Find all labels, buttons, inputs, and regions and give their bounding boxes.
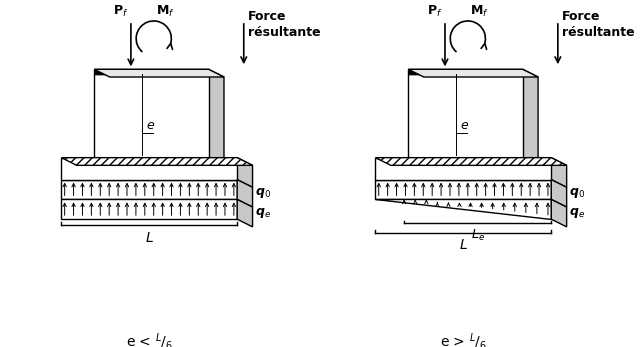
Text: q$_0$: q$_0$ — [255, 186, 271, 200]
Bar — [62, 180, 237, 200]
Text: e: e — [460, 119, 468, 133]
Polygon shape — [208, 69, 224, 166]
Text: L: L — [460, 238, 467, 252]
Text: Force
résultante: Force résultante — [562, 10, 635, 39]
Polygon shape — [62, 158, 253, 166]
Polygon shape — [522, 69, 538, 166]
Bar — [376, 158, 551, 180]
Bar — [376, 180, 551, 200]
Text: M$_f$: M$_f$ — [156, 4, 175, 19]
Polygon shape — [551, 158, 567, 187]
Bar — [408, 69, 522, 74]
Bar — [94, 74, 208, 158]
Text: Force
résultante: Force résultante — [248, 10, 320, 39]
Text: e: e — [146, 119, 154, 133]
Polygon shape — [237, 200, 253, 227]
Bar — [62, 158, 237, 180]
Polygon shape — [237, 158, 253, 187]
Text: M$_f$: M$_f$ — [470, 4, 489, 19]
Text: L$_e$: L$_e$ — [470, 228, 485, 243]
Text: e < $^L/_6$: e < $^L/_6$ — [126, 331, 173, 347]
Polygon shape — [94, 69, 224, 77]
Text: q$_e$: q$_e$ — [569, 206, 585, 220]
Bar — [408, 74, 522, 158]
Text: P$_f$: P$_f$ — [428, 4, 443, 19]
Text: e > $^L/_6$: e > $^L/_6$ — [440, 331, 487, 347]
Text: q$_e$: q$_e$ — [255, 206, 271, 220]
Bar — [62, 200, 237, 219]
Polygon shape — [551, 200, 567, 227]
Text: L: L — [146, 231, 153, 245]
Text: q$_0$: q$_0$ — [569, 186, 585, 200]
Polygon shape — [408, 69, 538, 77]
Polygon shape — [376, 200, 551, 219]
Polygon shape — [237, 180, 253, 207]
Bar — [94, 69, 208, 74]
Polygon shape — [551, 180, 567, 207]
Text: P$_f$: P$_f$ — [113, 4, 129, 19]
Polygon shape — [376, 158, 567, 166]
